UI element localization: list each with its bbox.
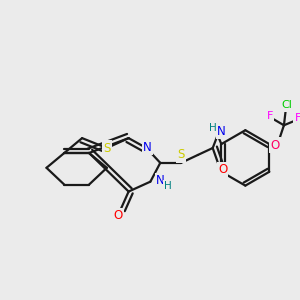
Text: H: H: [209, 123, 217, 133]
Text: F: F: [295, 113, 300, 123]
Text: Cl: Cl: [281, 100, 292, 110]
Text: H: H: [164, 181, 172, 190]
Text: O: O: [113, 209, 122, 222]
Text: O: O: [218, 163, 227, 176]
Text: N: N: [156, 174, 165, 187]
Text: N: N: [217, 125, 226, 138]
Text: O: O: [270, 139, 280, 152]
Text: S: S: [177, 148, 185, 161]
Text: F: F: [267, 111, 273, 122]
Text: N: N: [143, 140, 152, 154]
Text: S: S: [103, 142, 110, 154]
